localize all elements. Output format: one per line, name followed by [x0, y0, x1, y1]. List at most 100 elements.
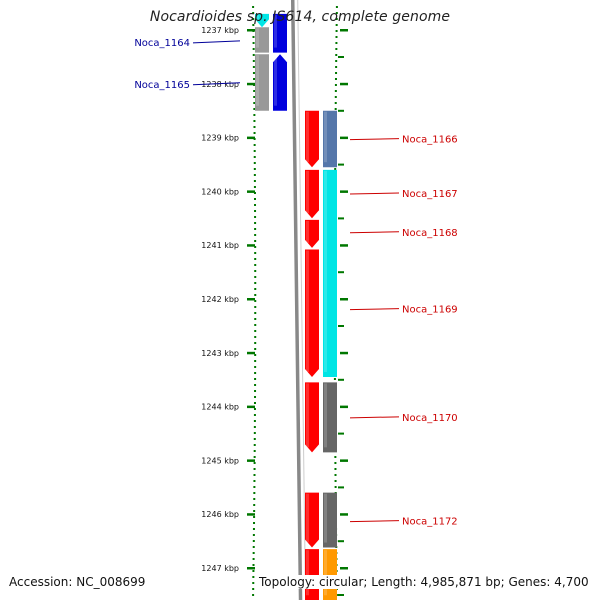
genes	[255, 13, 337, 600]
gene-highlight	[306, 550, 309, 596]
gene-label: Noca_1169	[402, 305, 458, 316]
kbp-tick-mark-right	[340, 136, 348, 140]
gene-highlight	[256, 14, 259, 23]
minor-tick-mark	[338, 325, 344, 327]
gene-gray-left	[255, 27, 269, 53]
genome-stats-text: Topology: circular; Length: 4,985,871 bp…	[259, 575, 589, 589]
kbp-tick-label: 1241 kbp	[201, 241, 239, 250]
gene-highlight	[306, 111, 309, 163]
gene-highlight	[324, 550, 327, 596]
kbp-tick-label: 1244 kbp	[201, 403, 239, 412]
kbp-tick-mark-left	[247, 136, 255, 140]
track-border-left-outer	[252, 6, 257, 596]
minor-tick-mark	[338, 163, 344, 166]
kbp-tick-mark-left	[247, 567, 255, 570]
minor-tick-mark	[338, 378, 344, 381]
gene-labels: Noca_1164 Noca_1165 Noca_1166 Noca_1167 Noca…	[134, 38, 457, 528]
gene-label-leader-line	[349, 231, 400, 234]
gene-gray-left	[255, 54, 269, 111]
gene-highlight	[324, 493, 327, 543]
kbp-tick-label: 1238 kbp	[201, 80, 239, 89]
kbp-ticks: 1237 kbp 1238 kbp 1239 kbp 1240 kbp 1241 kbp…	[201, 26, 348, 596]
kbp-tick-mark-left	[247, 244, 255, 247]
gene-label: Noca_1167	[402, 189, 458, 200]
kbp-tick-mark-left	[247, 459, 255, 462]
gene-label-leader-line	[349, 520, 400, 523]
kbp-tick-mark-right	[340, 190, 348, 193]
kbp-tick-label: 1245 kbp	[201, 456, 239, 465]
gene-blue-left	[273, 13, 287, 53]
minor-tick-mark	[338, 432, 344, 435]
kbp-tick-mark-right	[340, 567, 348, 570]
gene-label: Noca_1165	[134, 80, 190, 91]
minor-tick-mark	[338, 109, 344, 112]
gene-dark_gray-right	[323, 492, 337, 548]
gene-highlight	[324, 170, 327, 373]
gene-highlight	[274, 14, 277, 48]
minor-tick-mark	[338, 217, 344, 220]
gene-cyan-left	[255, 13, 269, 28]
kbp-tick-mark-left	[247, 298, 255, 301]
gene-red-right	[305, 110, 319, 168]
gene-highlight	[306, 250, 309, 373]
kbp-tick-label: 1247 kbp	[201, 564, 239, 573]
map-title: Nocardioides sp. JS614, complete genome	[149, 9, 451, 25]
minor-tick-mark	[338, 56, 344, 58]
gene-highlight	[306, 493, 309, 543]
kbp-tick-label: 1240 kbp	[201, 187, 239, 196]
genome-backbone	[290, 0, 307, 600]
gene-steel_blue-right	[323, 110, 337, 168]
gene-highlight	[324, 111, 327, 163]
minor-tick-mark	[338, 271, 344, 274]
kbp-tick-mark-right	[340, 29, 348, 32]
gene-highlight	[274, 55, 277, 106]
gene-label: Noca_1170	[402, 413, 458, 424]
gene-highlight	[256, 28, 259, 48]
kbp-tick-mark-left	[247, 29, 255, 32]
gene-highlight	[306, 383, 309, 448]
kbp-tick-mark-right	[340, 298, 348, 301]
kbp-tick-mark-left	[247, 82, 255, 86]
gene-highlight	[256, 55, 259, 106]
gene-dark_gray-right	[323, 382, 337, 453]
gene-label: Noca_1168	[402, 228, 458, 239]
kbp-tick-mark-right	[340, 405, 348, 409]
kbp-tick-mark-right	[340, 244, 348, 247]
kbp-tick-mark-left	[247, 405, 255, 409]
gene-label: Noca_1164	[134, 38, 190, 49]
accession-text: Accession: NC_008699	[9, 575, 146, 589]
gene-label: Noca_1166	[402, 135, 458, 146]
gene-red-right	[305, 492, 319, 548]
minor-tick-mark	[338, 540, 344, 543]
gene-highlight	[324, 383, 327, 448]
gene-label-leader-line	[349, 138, 400, 141]
backbone-arc-inner	[297, 0, 307, 600]
gene-cyan-right	[323, 169, 337, 378]
kbp-tick-mark-left	[247, 351, 255, 355]
gene-label-leader-line	[192, 82, 241, 86]
kbp-tick-label: 1242 kbp	[201, 295, 239, 304]
gene-red-right	[305, 382, 319, 453]
gene-highlight	[306, 220, 309, 243]
minor-tick-mark	[338, 594, 344, 596]
gene-label-leader-line	[349, 192, 400, 195]
gene-highlight	[306, 170, 309, 214]
kbp-tick-mark-right	[340, 459, 348, 462]
gene-label-leader-line	[349, 416, 400, 419]
gene-label-leader-line	[349, 308, 400, 311]
gene-blue-left	[273, 54, 287, 111]
kbp-tick-label: 1246 kbp	[201, 510, 239, 519]
gene-label-leader-line	[192, 40, 241, 44]
kbp-tick-mark-left	[247, 190, 255, 193]
gene-red-right	[305, 169, 319, 219]
gene-red-right	[305, 219, 319, 248]
kbp-tick-label: 1239 kbp	[201, 134, 239, 143]
kbp-tick-label: 1243 kbp	[201, 349, 239, 358]
kbp-tick-mark-right	[340, 82, 348, 86]
kbp-tick-label: 1237 kbp	[201, 26, 239, 35]
backbone-arc	[290, 0, 303, 600]
kbp-tick-mark-right	[340, 513, 348, 516]
kbp-tick-mark-right	[340, 351, 348, 355]
gene-label: Noca_1172	[402, 517, 458, 528]
